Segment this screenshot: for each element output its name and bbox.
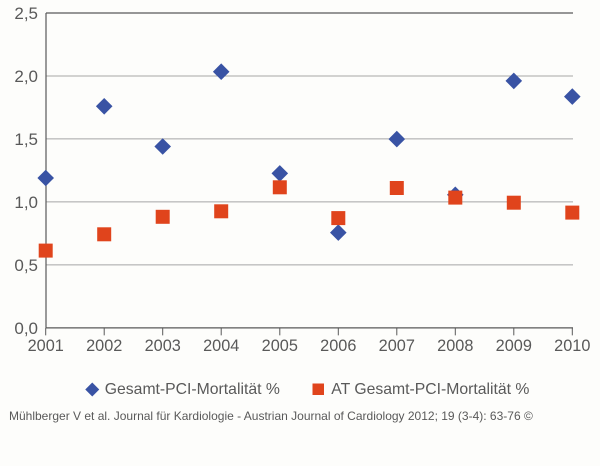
svg-text:0,0: 0,0	[14, 319, 38, 338]
svg-text:Mühlberger V et al. Journal fü: Mühlberger V et al. Journal für Kardiolo…	[9, 409, 533, 423]
svg-text:AT Gesamt-PCI-Mortalität %: AT Gesamt-PCI-Mortalität %	[331, 381, 529, 398]
svg-text:2009: 2009	[496, 337, 532, 355]
svg-text:2003: 2003	[145, 337, 181, 355]
svg-text:2004: 2004	[203, 337, 239, 355]
svg-text:1,0: 1,0	[14, 193, 38, 212]
svg-text:2,0: 2,0	[14, 67, 38, 86]
svg-text:2,5: 2,5	[14, 4, 38, 23]
svg-text:Gesamt-PCI-Mortalität %: Gesamt-PCI-Mortalität %	[105, 381, 280, 398]
svg-text:2002: 2002	[86, 337, 122, 355]
svg-text:2006: 2006	[320, 337, 356, 355]
svg-text:2005: 2005	[262, 337, 298, 355]
svg-text:1,5: 1,5	[14, 130, 38, 149]
svg-text:2001: 2001	[28, 337, 64, 355]
svg-text:2008: 2008	[437, 337, 473, 355]
svg-text:2007: 2007	[379, 337, 415, 355]
svg-text:0,5: 0,5	[14, 256, 38, 275]
svg-text:2010: 2010	[554, 337, 590, 355]
